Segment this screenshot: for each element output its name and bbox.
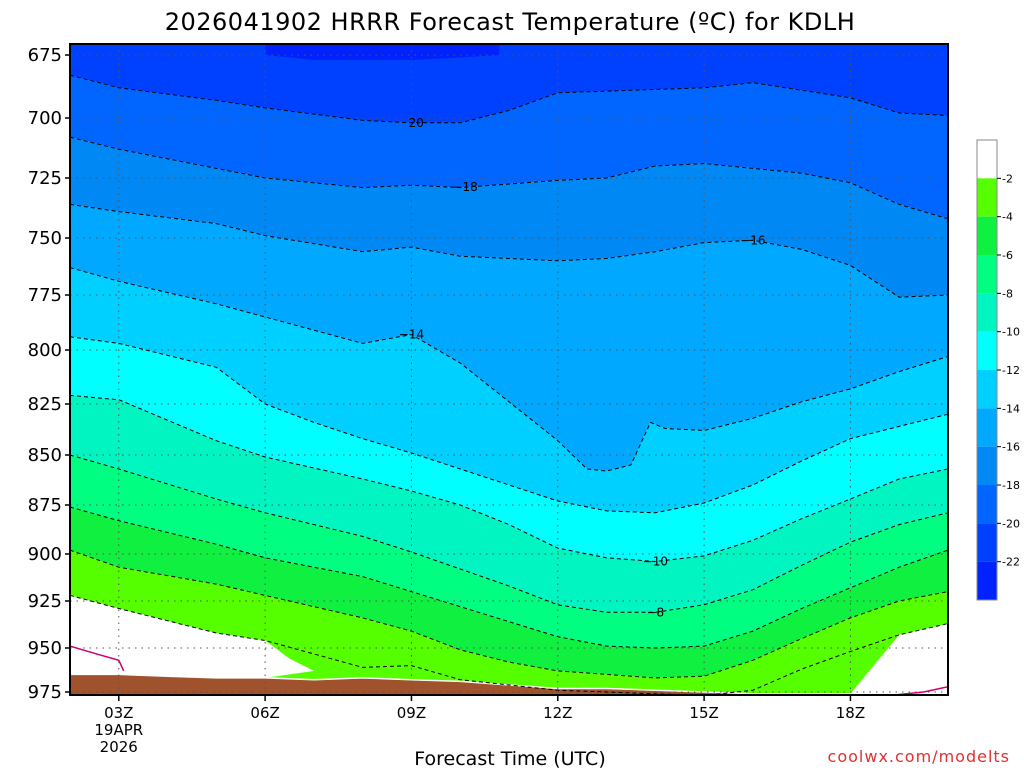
colorbar-label-8: -18: [1002, 479, 1020, 492]
color-legend: -2 -4 -6 -8 -10 -12 -14 -16 -18 -20 -22: [976, 139, 1020, 601]
isotherm--18: [70, 136, 948, 220]
above-zero-pocket-1: [850, 623, 948, 695]
isotherm--20: [70, 74, 948, 124]
colorbar-swatch-4: [977, 293, 997, 332]
y-tick-label-725: 725: [28, 168, 62, 189]
y-tick-label-975: 975: [28, 682, 62, 703]
colorbar-label-10: -22: [1002, 556, 1020, 569]
fill-band--10: [70, 395, 948, 613]
fill-band-coldest: [265, 44, 500, 60]
fill-band--14: [70, 267, 948, 513]
x-date-line2: 2026: [100, 738, 138, 756]
fill-band--8: [70, 455, 948, 648]
colorbar-swatch-11: [977, 561, 997, 600]
isotherm-label--14: −14: [399, 328, 424, 342]
colorbar-label-6: -14: [1002, 402, 1020, 415]
isotherm-label--16: −16: [740, 233, 765, 247]
y-tick-label-775: 775: [28, 285, 62, 306]
isotherm-lines: [70, 74, 948, 695]
x-tick-label-06Z: 06Z: [250, 704, 279, 722]
colorbar-swatch-7: [977, 408, 997, 447]
y-tick-label-950: 950: [28, 638, 62, 659]
isotherm-label--8: −8: [646, 605, 664, 619]
isotherm--6: [70, 506, 948, 649]
y-tick-label-700: 700: [28, 108, 62, 129]
temperature-fills: [70, 44, 948, 695]
above-freezing-pockets: [70, 595, 948, 695]
plot-frame: [69, 43, 949, 696]
x-tick-label-18Z: 18Z: [836, 704, 865, 722]
zero-line-left: [70, 645, 125, 672]
fill-band--16: [70, 204, 948, 471]
colorbar-swatch-3: [977, 255, 997, 294]
isotherm--16: [70, 203, 948, 298]
colorbar-label-3: -8: [1002, 287, 1013, 300]
isotherm-label--10: −10: [643, 555, 668, 569]
isotherm-label--20: 20: [409, 116, 424, 130]
colorbar-swatch-8: [977, 446, 997, 485]
y-tick-label-825: 825: [28, 394, 62, 415]
credit-link[interactable]: coolwx.com/modelts: [828, 747, 1010, 766]
colorbar-swatch-6: [977, 370, 997, 409]
colorbar-swatch-0: [977, 140, 997, 179]
colorbar-swatch-10: [977, 523, 997, 562]
isotherm--2: [70, 594, 948, 695]
ground-surface: [70, 673, 927, 695]
y-tick-label-850: 850: [28, 445, 62, 466]
y-tick-label-800: 800: [28, 340, 62, 361]
fill-band--22: [70, 44, 948, 123]
isotherm--10: [70, 394, 948, 563]
plot-area: [70, 44, 948, 695]
colorbar-label-0: -2: [1002, 172, 1013, 185]
colorbar-swatch-1: [977, 178, 997, 217]
x-tick-label-03Z: 03Z: [104, 704, 133, 722]
isotherm-labels: 20 −18 −16 −14 −10 −8: [399, 116, 766, 619]
x-axis-title: Forecast Time (UTC): [414, 748, 605, 768]
grid-lines: [70, 44, 948, 695]
above-zero-pocket-0: [70, 595, 314, 678]
x-date-line1: 19APR: [94, 721, 143, 739]
y-axis: 675 700 725 750 775 800 825 850 875 900 925 950 975: [28, 45, 70, 703]
colorbar-label-4: -10: [1002, 326, 1020, 339]
y-tick-label-750: 750: [28, 228, 62, 249]
fill-band--20: [70, 75, 948, 219]
colorbar-swatch-9: [977, 485, 997, 524]
isotherm--12: [70, 336, 948, 514]
y-tick-label-900: 900: [28, 544, 62, 565]
colorbar-swatch-2: [977, 216, 997, 255]
x-tick-label-09Z: 09Z: [397, 704, 426, 722]
fill-band--6: [70, 507, 948, 678]
x-tick-label-12Z: 12Z: [543, 704, 572, 722]
y-tick-label-675: 675: [28, 45, 62, 66]
colorbar-swatch-5: [977, 331, 997, 370]
y-tick-label-925: 925: [28, 591, 62, 612]
ground-polygon: [70, 673, 927, 695]
colorbar-label-5: -12: [1002, 364, 1020, 377]
fill-band--18: [70, 137, 948, 298]
y-tick-label-875: 875: [28, 495, 62, 516]
colorbar-label-9: -20: [1002, 517, 1020, 530]
isotherm-label--18: −18: [452, 180, 477, 194]
colorbar-label-2: -6: [1002, 249, 1013, 262]
colorbar-label-1: -4: [1002, 211, 1013, 224]
isotherm--4: [70, 549, 948, 679]
chart-title: 2026041902 HRRR Forecast Temperature (ºC…: [165, 8, 856, 36]
x-tick-label-15Z: 15Z: [689, 704, 718, 722]
fill-band--4: [70, 550, 948, 695]
isotherm--14: [70, 267, 948, 472]
colorbar-label-7: -16: [1002, 441, 1020, 454]
fill-band--12: [70, 336, 948, 562]
